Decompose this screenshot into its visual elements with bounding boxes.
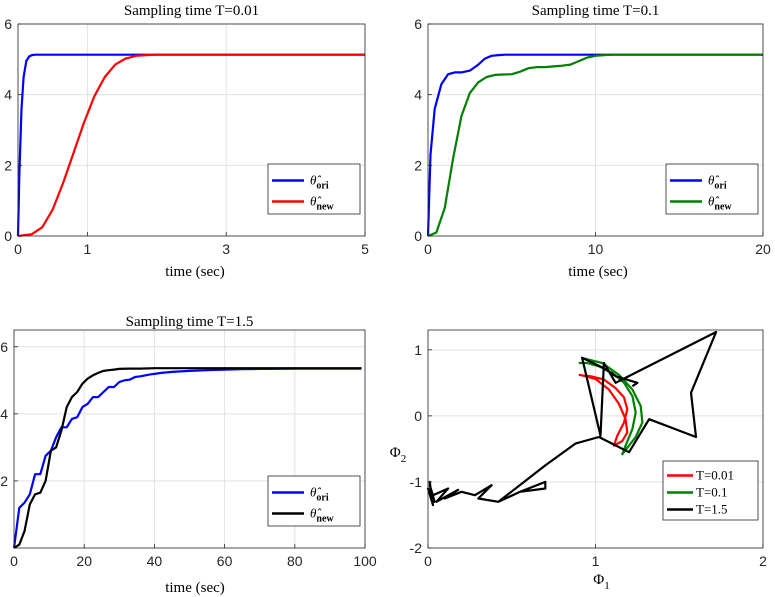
- axes-frame: [13, 329, 366, 549]
- x-tick-label-4: 80: [287, 553, 303, 569]
- y-tick-label-2: 4: [4, 87, 12, 103]
- x-tick-label-2: 3: [222, 241, 230, 257]
- series-line-0: [12, 367, 362, 549]
- x-tick-label-5: 100: [353, 553, 377, 569]
- legend-label-1: θ̂new: [310, 506, 334, 525]
- x-axis-label: time (sec): [568, 264, 628, 280]
- x-tick-label-2: 2: [759, 553, 767, 569]
- x-tick-label-2: 40: [147, 553, 163, 569]
- legend: θ̂ori θ̂new: [267, 163, 361, 215]
- y-axis-label: Φ2: [390, 445, 406, 465]
- y-tick-label-2: 4: [414, 87, 422, 103]
- series-line-0: [16, 53, 365, 237]
- y-tick-label-1: 4: [0, 406, 8, 422]
- x-tick-label-1: 1: [592, 553, 600, 569]
- legend: θ̂ori θ̂new: [665, 163, 759, 215]
- x-tick-label-3: 5: [361, 241, 369, 257]
- y-tick-label-3: 6: [414, 16, 422, 32]
- series-line-2: [426, 330, 718, 507]
- y-tick-label-2: 0: [414, 408, 422, 424]
- chart-panel-3: 0 20 40 60 80 100 2 4 6 Sampling time T=1.5 time (…: [0, 314, 377, 596]
- legend: T=0.01 T=0.1 T=1.5: [662, 460, 759, 521]
- legend-box: [267, 163, 361, 215]
- x-tick-label-1: 1: [84, 241, 92, 257]
- y-tick-label-1: -1: [410, 474, 423, 490]
- series-line-1: [17, 53, 365, 238]
- y-tick-label-0: 2: [0, 473, 8, 489]
- x-axis-label: time (sec): [165, 580, 225, 596]
- legend-label-0: θ̂ori: [310, 485, 329, 504]
- legend-label-0: θ̂ori: [708, 173, 727, 192]
- x-axis-label: time (sec): [165, 264, 225, 280]
- legend: θ̂ori θ̂new: [267, 475, 361, 527]
- x-tick-label-3: 60: [217, 553, 233, 569]
- x-tick-label-0: 0: [424, 241, 432, 257]
- x-tick-label-1: 10: [588, 241, 604, 257]
- x-tick-label-1: 20: [76, 553, 92, 569]
- chart-title: Sampling time T=1.5: [126, 314, 254, 330]
- y-tick-label-0: -2: [410, 540, 423, 556]
- legend-box: [665, 163, 759, 215]
- legend-label-0: θ̂ori: [310, 173, 329, 192]
- series-line-1: [13, 367, 362, 549]
- series-line-0: [426, 53, 763, 237]
- x-tick-label-0: 0: [14, 241, 22, 257]
- legend-label-1: θ̂new: [708, 194, 732, 213]
- chart-panel-2: 0 10 20 0 2 4 6 Sampling time T=0.1 time (sec) θ̂…: [414, 3, 771, 280]
- chart-panel-1: 0 1 3 5 0 2 4 6 Sampling time T=0.01 time (sec) θ̂…: [4, 3, 369, 280]
- x-tick-label-0: 0: [424, 553, 432, 569]
- series-line-1: [427, 53, 763, 238]
- y-tick-label-3: 6: [4, 16, 12, 32]
- legend-label-0: T=0.01: [696, 468, 734, 483]
- y-tick-label-1: 2: [414, 157, 422, 173]
- legend-box: [267, 475, 361, 527]
- chart-panel-4: 0 1 2 -2 -1 0 1 Φ1 Φ2 T=0.01 T=0.1 T=1.5: [390, 329, 767, 592]
- y-tick-label-1: 2: [4, 157, 12, 173]
- legend-label-1: T=0.1: [696, 485, 728, 500]
- chart-title: Sampling time T=0.01: [124, 3, 259, 19]
- x-axis-label: Φ1: [593, 572, 609, 592]
- y-tick-label-0: 0: [4, 228, 12, 244]
- y-tick-label-3: 1: [414, 342, 422, 358]
- legend-label-1: θ̂new: [310, 194, 334, 213]
- series-line-0: [578, 373, 629, 447]
- legend-label-2: T=1.5: [696, 502, 728, 517]
- axes-frame: [17, 23, 366, 237]
- y-tick-label-0: 0: [414, 228, 422, 244]
- x-tick-label-0: 0: [10, 553, 18, 569]
- chart-title: Sampling time T=0.1: [532, 3, 660, 19]
- y-tick-label-2: 6: [0, 339, 8, 355]
- x-tick-label-2: 20: [755, 241, 771, 257]
